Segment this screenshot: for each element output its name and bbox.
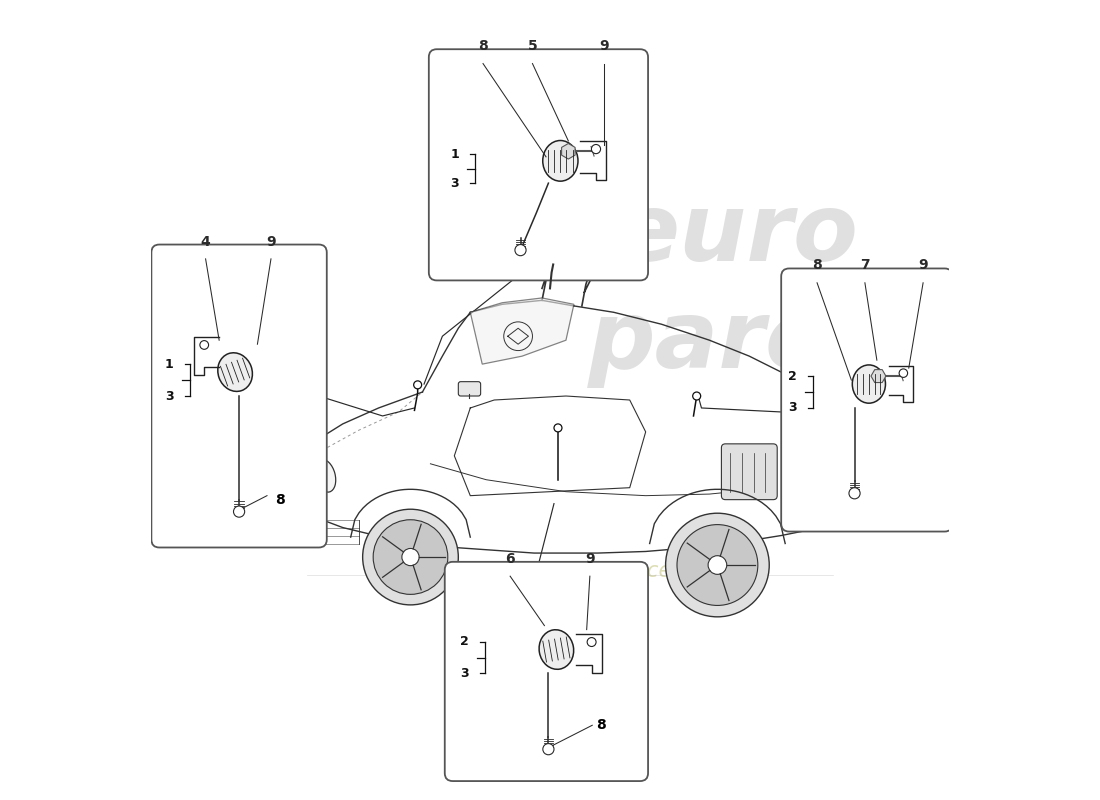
Circle shape: [373, 520, 448, 594]
Text: 9: 9: [585, 552, 595, 566]
Text: a passion for parts since 1985: a passion for parts since 1985: [417, 562, 732, 582]
Text: 8: 8: [275, 493, 285, 506]
FancyBboxPatch shape: [444, 562, 648, 781]
Text: 9: 9: [600, 39, 609, 54]
Polygon shape: [562, 143, 575, 159]
Ellipse shape: [539, 630, 574, 670]
Text: 1: 1: [450, 148, 459, 161]
Text: 3: 3: [789, 402, 797, 414]
Text: 4: 4: [200, 234, 210, 249]
Circle shape: [849, 488, 860, 499]
Ellipse shape: [315, 459, 336, 492]
Circle shape: [542, 744, 554, 754]
Text: 7: 7: [860, 258, 870, 273]
Circle shape: [666, 514, 769, 617]
Circle shape: [587, 638, 596, 646]
Text: 2: 2: [789, 370, 797, 382]
Circle shape: [363, 510, 459, 605]
Circle shape: [592, 145, 601, 154]
Circle shape: [414, 381, 421, 389]
Text: 8: 8: [596, 718, 606, 732]
Circle shape: [233, 506, 244, 517]
FancyBboxPatch shape: [152, 245, 327, 547]
FancyBboxPatch shape: [781, 269, 953, 531]
Text: 3: 3: [451, 177, 459, 190]
Circle shape: [554, 424, 562, 432]
FancyBboxPatch shape: [459, 382, 481, 396]
Text: 9: 9: [266, 234, 276, 249]
Text: 5: 5: [528, 39, 537, 54]
Ellipse shape: [852, 365, 886, 403]
Circle shape: [899, 369, 907, 378]
Polygon shape: [871, 370, 886, 382]
Text: 3: 3: [460, 667, 469, 680]
Text: 3: 3: [165, 390, 174, 402]
Circle shape: [708, 556, 727, 574]
Text: 2: 2: [460, 635, 469, 648]
Ellipse shape: [542, 141, 578, 181]
Text: 1: 1: [165, 358, 174, 370]
Circle shape: [200, 341, 209, 350]
Text: 8: 8: [478, 39, 488, 54]
Circle shape: [693, 392, 701, 400]
Ellipse shape: [218, 353, 252, 391]
Text: 6: 6: [505, 552, 515, 566]
Text: euro
pares: euro pares: [588, 189, 887, 387]
Circle shape: [676, 525, 758, 606]
FancyBboxPatch shape: [722, 444, 778, 500]
Circle shape: [402, 549, 419, 566]
Polygon shape: [471, 298, 574, 364]
Text: 8: 8: [812, 258, 822, 273]
Circle shape: [515, 245, 526, 256]
FancyBboxPatch shape: [429, 50, 648, 281]
Text: 9: 9: [918, 258, 928, 273]
